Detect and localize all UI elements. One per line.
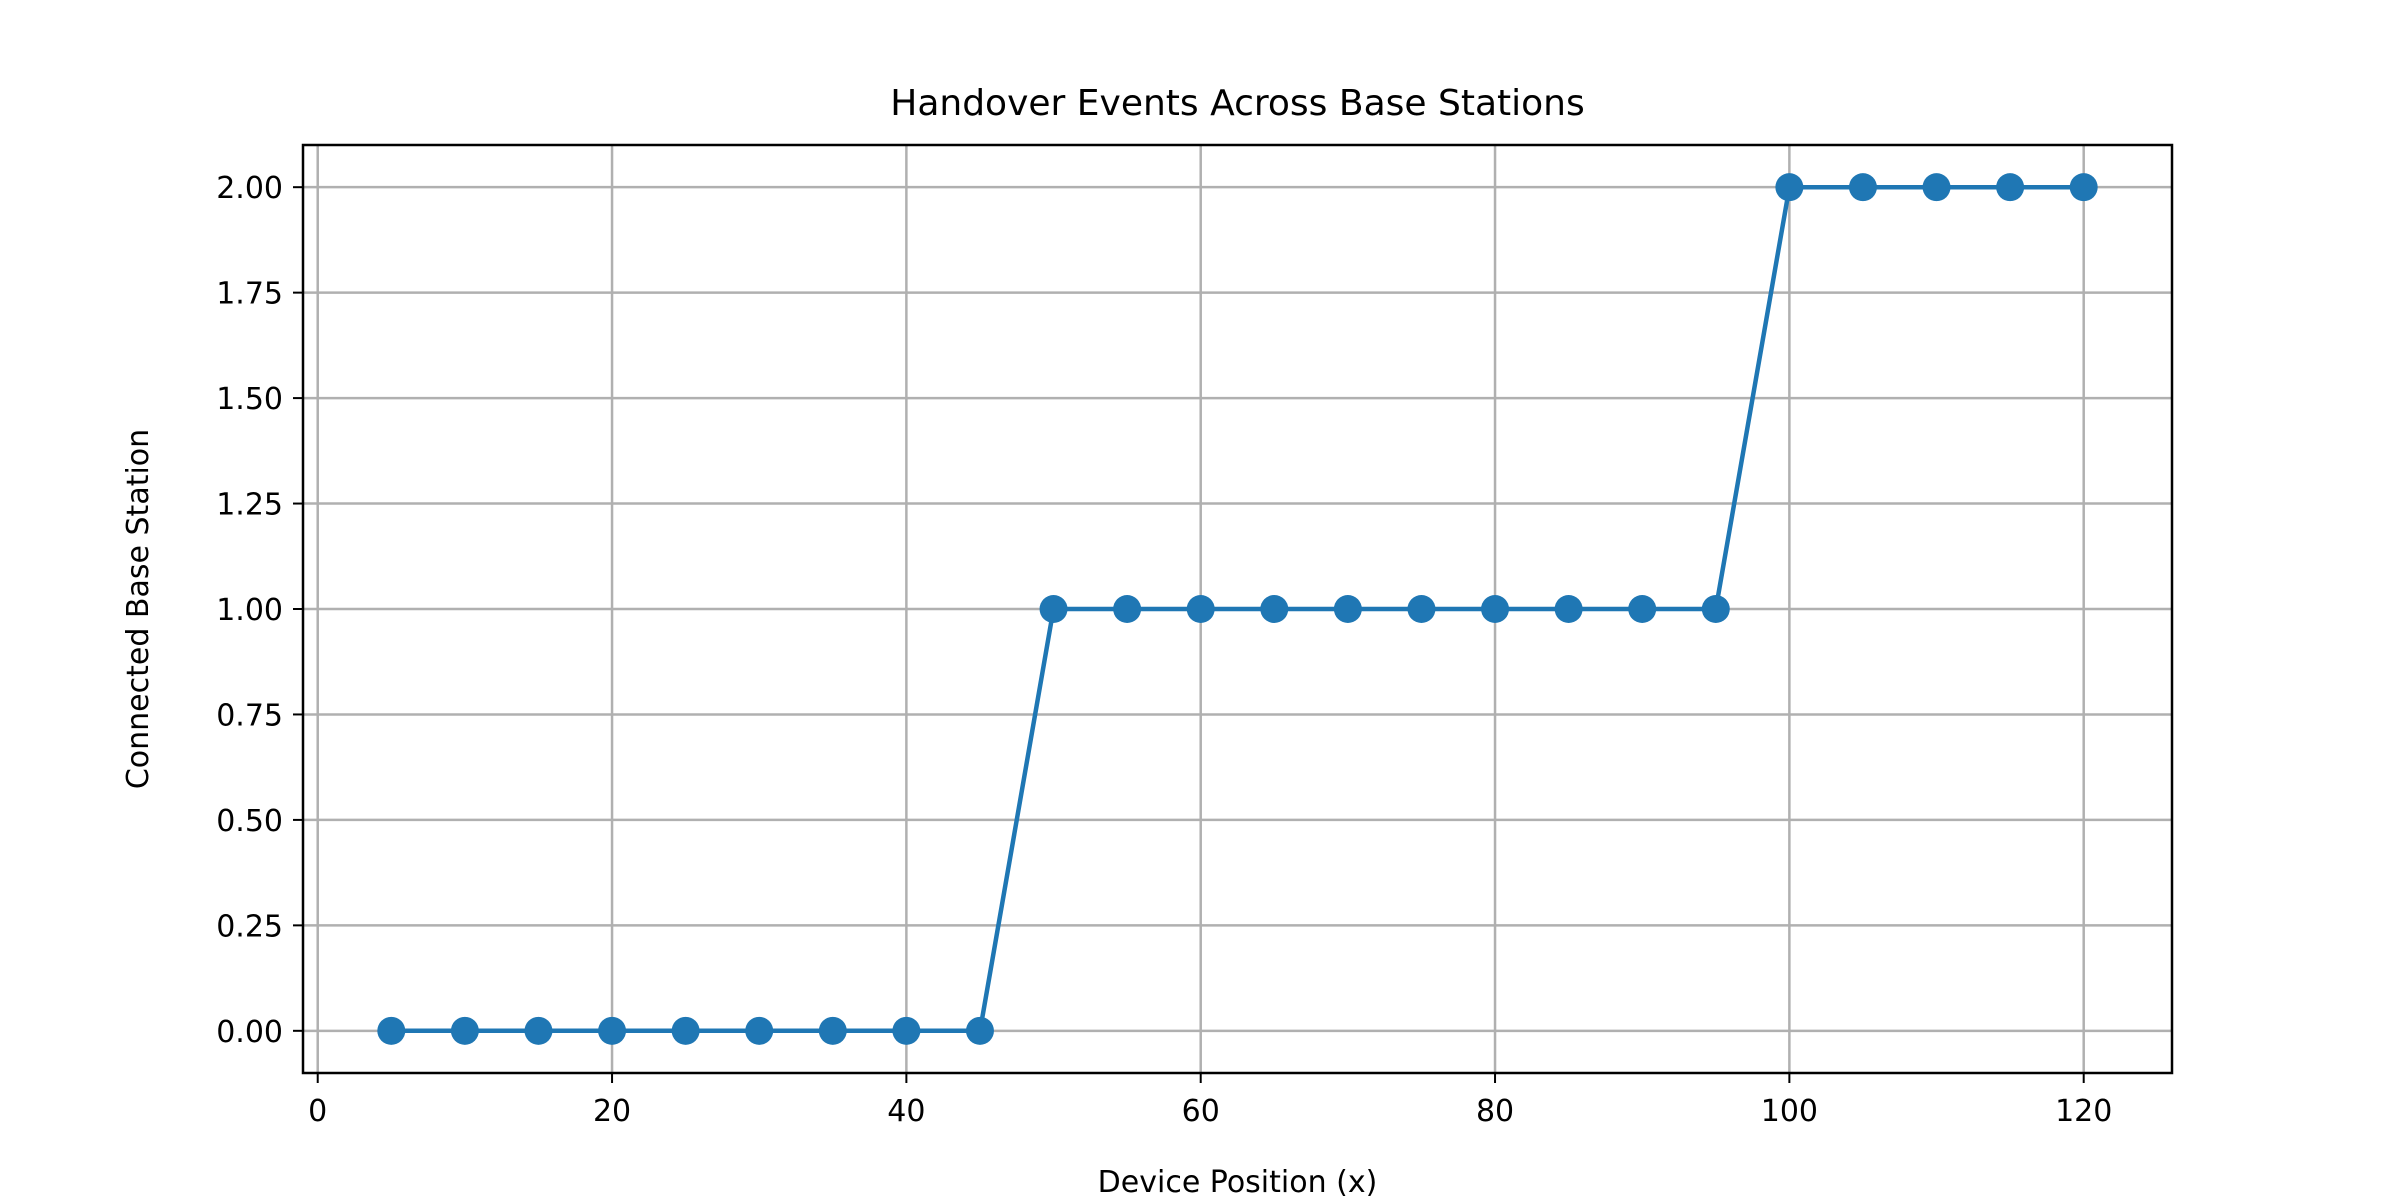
x-tick-label: 80 — [1476, 1094, 1514, 1129]
data-point — [1996, 173, 2025, 202]
y-tick-label: 1.25 — [216, 488, 283, 523]
data-point — [1628, 595, 1657, 623]
data-point — [1186, 595, 1215, 623]
data-point — [1260, 595, 1289, 623]
y-tick-label: 0.25 — [216, 909, 283, 944]
data-point — [818, 1016, 847, 1045]
y-tick-label: 0.00 — [216, 1015, 283, 1050]
data-point — [1407, 595, 1436, 623]
data-point — [671, 1016, 700, 1045]
y-tick-label: 2.00 — [216, 171, 283, 206]
x-tick-label: 20 — [593, 1094, 631, 1129]
data-point — [1554, 595, 1583, 623]
data-point — [1775, 173, 1804, 202]
data-point — [450, 1016, 479, 1045]
data-point — [598, 1016, 627, 1045]
data-point — [1701, 595, 1730, 623]
data-point — [1039, 595, 1068, 623]
x-axis-label: Device Position (x) — [1098, 1165, 1378, 1200]
data-point — [1113, 595, 1142, 623]
y-tick-label: 1.75 — [216, 277, 283, 312]
y-tick-label: 0.75 — [216, 698, 283, 733]
x-tick-label: 120 — [2055, 1094, 2112, 1129]
ticks: 0 20 40 60 80 100 120 0.00 0.25 0.50 0.75 1.00 1.25 1… — [216, 171, 2112, 1129]
data-point — [2069, 173, 2098, 202]
data-point — [1481, 595, 1510, 623]
y-axis-label: Connected Base Station — [121, 429, 156, 789]
data-point — [1333, 595, 1362, 623]
x-tick-label: 40 — [887, 1094, 925, 1129]
data-point — [892, 1016, 921, 1045]
x-tick-label: 0 — [308, 1094, 327, 1129]
data-point — [1922, 173, 1951, 202]
y-tick-label: 1.00 — [216, 593, 283, 628]
data-point — [1848, 173, 1877, 202]
series-layer — [377, 173, 2098, 1045]
data-point — [965, 1016, 994, 1045]
data-point — [377, 1016, 406, 1045]
x-tick-label: 60 — [1182, 1094, 1220, 1129]
data-point — [745, 1016, 774, 1045]
chart-title: Handover Events Across Base Stations — [890, 83, 1584, 124]
y-tick-label: 1.50 — [216, 382, 283, 417]
data-point — [524, 1016, 553, 1045]
y-tick-label: 0.50 — [216, 804, 283, 839]
x-tick-label: 100 — [1761, 1094, 1818, 1129]
